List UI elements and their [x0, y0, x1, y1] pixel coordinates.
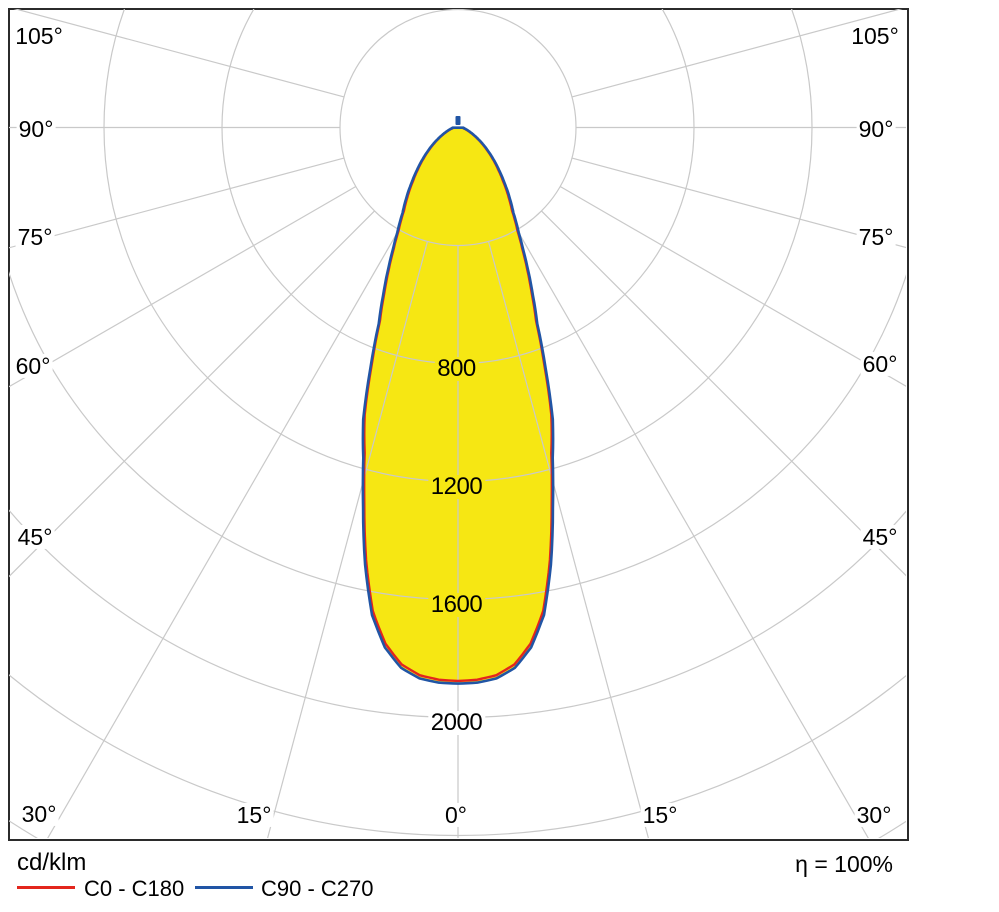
radial-tick-label: 800	[434, 357, 479, 381]
radial-tick-label: 1200	[427, 475, 486, 499]
angle-tick-label: 30°	[854, 801, 894, 828]
angle-tick-label: 60°	[860, 350, 900, 377]
radial-tick-label: 1600	[427, 593, 486, 617]
unit-label: cd/klm	[17, 849, 87, 876]
angle-tick-label: 45°	[860, 523, 900, 550]
angle-tick-label: 15°	[640, 801, 680, 828]
angle-tick-label: 75°	[15, 223, 55, 250]
efficiency-label: η = 100%	[795, 851, 893, 877]
legend-label-c90: C90 - C270	[261, 876, 374, 901]
angle-tick-label: 90°	[856, 115, 896, 142]
legend-line-c0-icon	[17, 886, 75, 889]
angle-tick-label: 60°	[13, 352, 53, 379]
angle-tick-label: 15°	[234, 801, 274, 828]
angle-tick-label: 30°	[19, 800, 59, 827]
curve-c90-c270	[361, 126, 555, 685]
beam-tip-marker	[455, 116, 461, 125]
radial-tick-label: 2000	[427, 711, 486, 735]
angle-tick-label: 90°	[16, 115, 56, 142]
legend-line-c90-icon	[195, 886, 253, 889]
angle-tick-label: 105°	[849, 22, 901, 49]
angle-tick-label: 75°	[856, 223, 896, 250]
angle-tick-label: 0°	[443, 801, 469, 828]
angle-tick-label: 105°	[13, 22, 65, 49]
angle-tick-label: 45°	[15, 523, 55, 550]
legend-label-c0: C0 - C180	[84, 876, 185, 901]
